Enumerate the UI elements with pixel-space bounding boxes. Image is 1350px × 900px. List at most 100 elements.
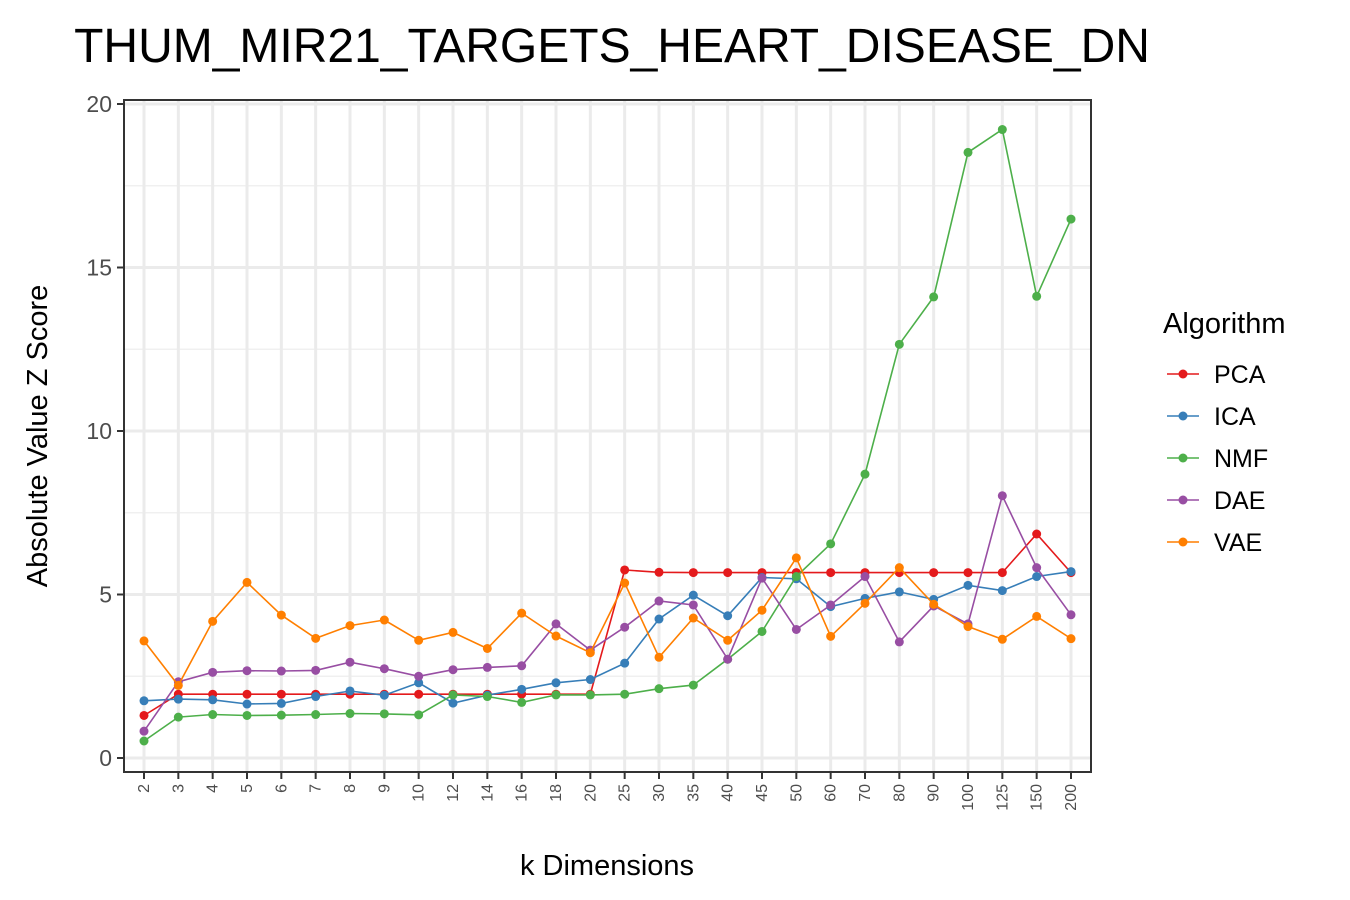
data-point-vae	[276, 610, 286, 620]
data-point-pca	[826, 568, 836, 578]
data-point-vae	[208, 616, 218, 626]
x-tick-label: 60	[823, 784, 840, 802]
x-tick-label: 5	[239, 784, 256, 793]
data-point-nmf	[414, 710, 424, 720]
data-point-dae	[826, 600, 836, 610]
data-point-nmf	[620, 689, 630, 699]
data-point-pca	[276, 689, 286, 699]
data-point-nmf	[345, 709, 355, 719]
data-point-nmf	[826, 539, 836, 549]
legend-key-point	[1178, 537, 1188, 547]
legend-label: NMF	[1214, 445, 1268, 473]
data-point-ica	[414, 678, 424, 688]
x-tick-label: 45	[754, 784, 771, 802]
series-line-vae	[143, 556, 1072, 687]
series-line-ica	[143, 570, 1072, 705]
data-point-nmf	[208, 710, 218, 720]
series-layer	[139, 125, 1076, 746]
data-point-ica	[379, 690, 389, 700]
data-point-ica	[894, 587, 904, 597]
legend-label: ICA	[1214, 403, 1256, 431]
data-point-ica	[517, 684, 527, 694]
data-point-dae	[723, 654, 733, 664]
data-point-ica	[1066, 567, 1076, 577]
data-point-pca	[688, 568, 698, 578]
legend-label: VAE	[1214, 529, 1262, 557]
series-ica	[139, 567, 1076, 709]
data-point-dae	[997, 491, 1007, 501]
data-point-nmf	[379, 709, 389, 719]
data-point-vae	[757, 605, 767, 615]
data-point-nmf	[482, 692, 492, 702]
x-axis: 2 3 4 5 6 7 8 9 10 12 14 16 18 20 25 30 35 40 45 50 60 70 80 90…	[136, 772, 1080, 811]
x-tick-label: 40	[720, 784, 737, 802]
x-tick-label: 10	[411, 784, 428, 802]
data-point-ica	[723, 611, 733, 621]
y-axis: 0 5 10 15 20	[86, 91, 124, 771]
x-tick-label: 125	[994, 784, 1011, 811]
data-point-vae	[1032, 611, 1042, 621]
legend-label: PCA	[1214, 361, 1266, 389]
data-point-dae	[139, 726, 149, 736]
data-point-vae	[620, 578, 630, 588]
x-axis-title: k Dimensions	[520, 850, 694, 882]
data-point-nmf	[517, 697, 527, 707]
data-point-ica	[173, 694, 183, 704]
data-point-nmf	[242, 710, 252, 720]
data-point-dae	[379, 664, 389, 674]
data-point-nmf	[1032, 291, 1042, 301]
y-axis-title: Absolute Value Z Score	[22, 285, 54, 588]
data-point-ica	[963, 580, 973, 590]
legend-key-point	[1178, 411, 1188, 421]
x-tick-label: 150	[1029, 784, 1046, 811]
data-point-nmf	[791, 572, 801, 582]
x-tick-label: 14	[479, 784, 496, 802]
data-point-ica	[997, 586, 1007, 596]
data-point-pca	[414, 689, 424, 699]
data-point-vae	[929, 599, 939, 609]
data-point-ica	[345, 686, 355, 696]
data-point-vae	[654, 652, 664, 662]
data-point-ica	[448, 698, 458, 708]
data-point-dae	[551, 619, 561, 629]
x-tick-label: 80	[891, 784, 908, 802]
data-point-dae	[894, 637, 904, 647]
legend-key-point	[1178, 369, 1188, 379]
data-point-vae	[1066, 634, 1076, 644]
data-point-pca	[654, 567, 664, 577]
x-tick-label: 12	[445, 784, 462, 802]
data-point-ica	[242, 699, 252, 709]
series-vae	[139, 553, 1076, 690]
series-line-dae	[143, 493, 1072, 732]
x-tick-label: 8	[342, 784, 359, 793]
x-tick-label: 4	[205, 784, 222, 793]
data-point-vae	[414, 635, 424, 645]
data-point-vae	[997, 634, 1007, 644]
x-tick-label: 18	[548, 784, 565, 802]
legend-title: Algorithm	[1163, 308, 1286, 340]
data-point-pca	[242, 689, 252, 699]
data-point-dae	[517, 661, 527, 671]
x-tick-label: 70	[857, 784, 874, 802]
y-tick-label: 10	[86, 418, 112, 444]
x-tick-label: 50	[788, 784, 805, 802]
y-tick-label: 20	[86, 91, 112, 117]
data-point-ica	[654, 614, 664, 624]
data-point-vae	[345, 621, 355, 631]
data-point-pca	[620, 565, 630, 575]
data-point-dae	[757, 573, 767, 583]
series-line-pca	[143, 532, 1072, 717]
data-point-pca	[997, 568, 1007, 578]
plot-panel-border	[123, 99, 1092, 773]
data-point-vae	[826, 631, 836, 641]
data-point-dae	[791, 624, 801, 634]
data-point-nmf	[860, 469, 870, 479]
data-point-vae	[482, 643, 492, 653]
data-point-dae	[276, 666, 286, 676]
data-point-dae	[860, 572, 870, 582]
data-point-nmf	[963, 147, 973, 157]
data-point-vae	[448, 627, 458, 637]
legend-item-vae: VAE	[1167, 529, 1262, 557]
data-point-vae	[517, 608, 527, 618]
data-point-vae	[894, 563, 904, 573]
